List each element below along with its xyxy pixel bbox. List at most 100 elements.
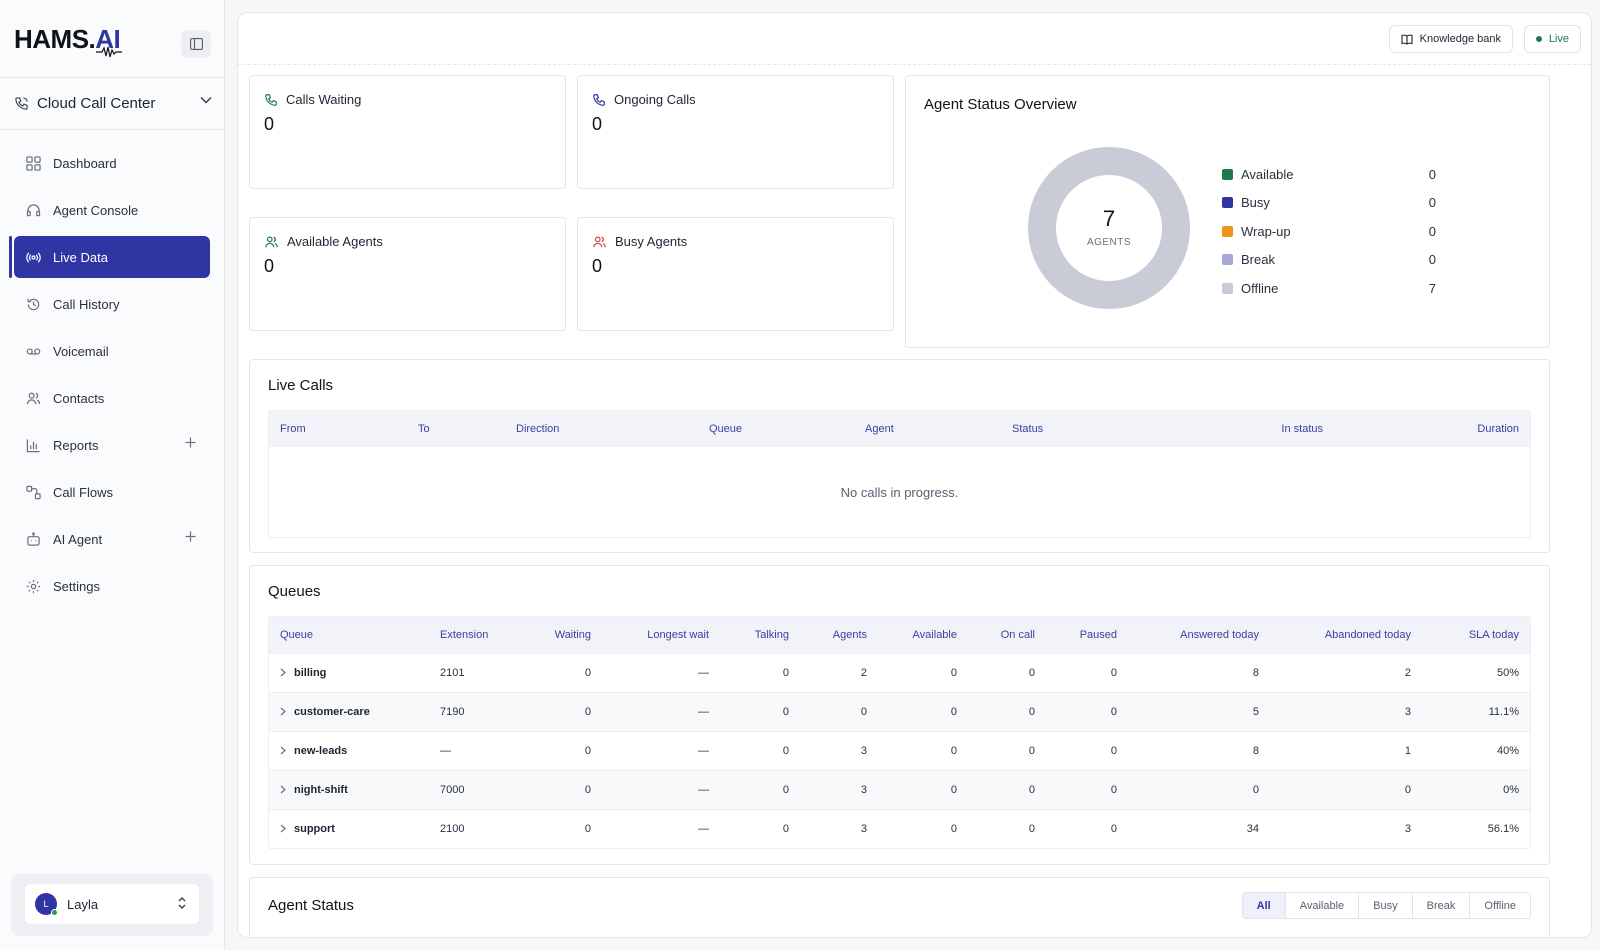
empty-message: No calls in progress.: [840, 484, 959, 500]
plus-icon[interactable]: [185, 531, 196, 542]
col-header[interactable]: Agents: [800, 617, 878, 653]
table-row[interactable]: billing 2101 0 — 0 2 0 0 0 8 2 50%: [269, 652, 1530, 692]
sidebar-item-agent-console[interactable]: Agent Console: [14, 189, 210, 231]
longest-wait-cell: —: [602, 652, 720, 692]
queue-name-cell[interactable]: support: [269, 808, 429, 848]
chevron-up-down-icon: [178, 897, 186, 909]
chevron-right-icon[interactable]: [280, 746, 286, 755]
sidebar-item-reports[interactable]: Reports: [14, 424, 210, 466]
chevron-right-icon[interactable]: [280, 707, 286, 716]
col-header[interactable]: Extension: [429, 617, 509, 653]
col-header[interactable]: Queue: [698, 411, 854, 447]
legend-offline: Offline 7: [1222, 274, 1436, 303]
ongoing-calls-label: Ongoing Calls: [614, 92, 696, 107]
agent-status-filter: All Available Busy Break Offline: [1241, 892, 1531, 919]
col-header[interactable]: Available: [878, 617, 968, 653]
legend-swatch: [1222, 168, 1233, 180]
filter-offline-button[interactable]: Offline: [1469, 893, 1530, 918]
online-dot: [51, 909, 58, 916]
col-header[interactable]: Answered today: [1128, 617, 1270, 653]
talking-cell: 0: [720, 691, 800, 731]
sidebar-item-call-history[interactable]: Call History: [14, 283, 210, 325]
workspace-selector[interactable]: Cloud Call Center: [0, 78, 224, 130]
available-agents-label: Available Agents: [287, 234, 383, 249]
legend-label: Busy: [1241, 195, 1270, 211]
ongoing-calls-title: Ongoing Calls: [592, 92, 696, 107]
extension-cell: 7190: [429, 691, 509, 731]
filter-all-button[interactable]: All: [1242, 893, 1285, 918]
paused-cell: 0: [1046, 652, 1128, 692]
col-header[interactable]: From: [269, 411, 407, 447]
sidebar-item-ai-agent[interactable]: AI Agent: [14, 518, 210, 560]
sidebar-item-label: Dashboard: [53, 155, 117, 171]
table-row[interactable]: new-leads — 0 — 0 3 0 0 0 8 1 40%: [269, 730, 1530, 770]
plus-icon[interactable]: [185, 437, 196, 448]
live-calls-table: From To Direction Queue Agent Status In …: [268, 410, 1531, 538]
col-header[interactable]: On call: [968, 617, 1046, 653]
broadcast-icon: [25, 251, 41, 263]
queue-name-cell[interactable]: customer-care: [269, 691, 429, 731]
knowledge-bank-label: Knowledge bank: [1419, 33, 1501, 45]
queue-name: customer-care: [294, 705, 370, 718]
agents-cell: 3: [800, 769, 878, 809]
sidebar-item-label: Agent Console: [53, 202, 139, 218]
live-button[interactable]: Live: [1523, 25, 1581, 53]
legend-swatch: [1222, 197, 1233, 209]
queue-name-cell[interactable]: new-leads: [269, 730, 429, 770]
sidebar-item-voicemail[interactable]: Voicemail: [14, 330, 210, 372]
legend-value: 0: [1428, 252, 1436, 268]
empty-row: No calls in progress.: [269, 447, 1530, 537]
col-header[interactable]: Agent: [854, 411, 1001, 447]
col-header[interactable]: Paused: [1046, 617, 1128, 653]
paused-cell: 0: [1046, 691, 1128, 731]
col-header[interactable]: To: [407, 411, 505, 447]
phone-icon: [15, 97, 28, 110]
col-header[interactable]: Status: [1001, 411, 1171, 447]
queue-name-cell[interactable]: night-shift: [269, 769, 429, 809]
logo-wave-icon: [96, 46, 122, 58]
col-header[interactable]: Longest wait: [602, 617, 720, 653]
knowledge-bank-button[interactable]: Knowledge bank: [1388, 25, 1513, 53]
col-header[interactable]: Waiting: [509, 617, 602, 653]
sidebar-toggle-button[interactable]: [181, 30, 211, 58]
sidebar-item-call-flows[interactable]: Call Flows: [14, 471, 210, 513]
agents-cell: 3: [800, 808, 878, 848]
col-header[interactable]: In status: [1171, 411, 1334, 447]
col-header[interactable]: Queue: [269, 617, 429, 653]
longest-wait-cell: —: [602, 808, 720, 848]
agent-status-card: Agent Status All Available Busy Break Of…: [249, 877, 1550, 937]
col-header[interactable]: Duration: [1334, 411, 1530, 447]
col-header[interactable]: Talking: [720, 617, 800, 653]
user-switcher[interactable]: L Layla: [25, 884, 199, 924]
queue-name: night-shift: [294, 783, 348, 796]
sidebar-item-settings[interactable]: Settings: [14, 565, 210, 607]
queue-name-cell[interactable]: billing: [269, 652, 429, 692]
chevron-right-icon[interactable]: [280, 668, 286, 677]
available-agents-card: Available Agents 0: [249, 217, 566, 331]
table-row[interactable]: support 2100 0 — 0 3 0 0 0 34 3 56.1%: [269, 808, 1530, 848]
col-header[interactable]: Abandoned today: [1270, 617, 1422, 653]
chevron-right-icon[interactable]: [280, 785, 286, 794]
sidebar: HAMS.AI Cloud Call Center Dashboard Agen…: [0, 0, 225, 950]
filter-busy-button[interactable]: Busy: [1358, 893, 1412, 918]
queue-name: new-leads: [294, 744, 348, 757]
col-header[interactable]: SLA today: [1422, 617, 1530, 653]
legend-wrap-up: Wrap-up 0: [1222, 217, 1436, 246]
legend-value: 0: [1428, 195, 1436, 211]
col-header[interactable]: Direction: [505, 411, 698, 447]
legend-swatch: [1222, 282, 1233, 294]
filter-break-button[interactable]: Break: [1411, 893, 1470, 918]
sidebar-item-dashboard[interactable]: Dashboard: [14, 142, 210, 184]
filter-available-button[interactable]: Available: [1284, 893, 1359, 918]
extension-cell: 2100: [429, 808, 509, 848]
longest-wait-cell: —: [602, 691, 720, 731]
table-row[interactable]: customer-care 7190 0 — 0 0 0 0 0 5 3 11.…: [269, 691, 1530, 731]
talking-cell: 0: [720, 730, 800, 770]
book-icon: [1401, 34, 1413, 45]
sidebar-item-contacts[interactable]: Contacts: [14, 377, 210, 419]
sidebar-item-live-data[interactable]: Live Data: [9, 236, 210, 278]
chevron-right-icon[interactable]: [280, 824, 286, 833]
table-row[interactable]: night-shift 7000 0 — 0 3 0 0 0 0 0 0%: [269, 769, 1530, 809]
live-calls-header-row: From To Direction Queue Agent Status In …: [269, 411, 1530, 447]
calls-waiting-label: Calls Waiting: [286, 92, 362, 107]
